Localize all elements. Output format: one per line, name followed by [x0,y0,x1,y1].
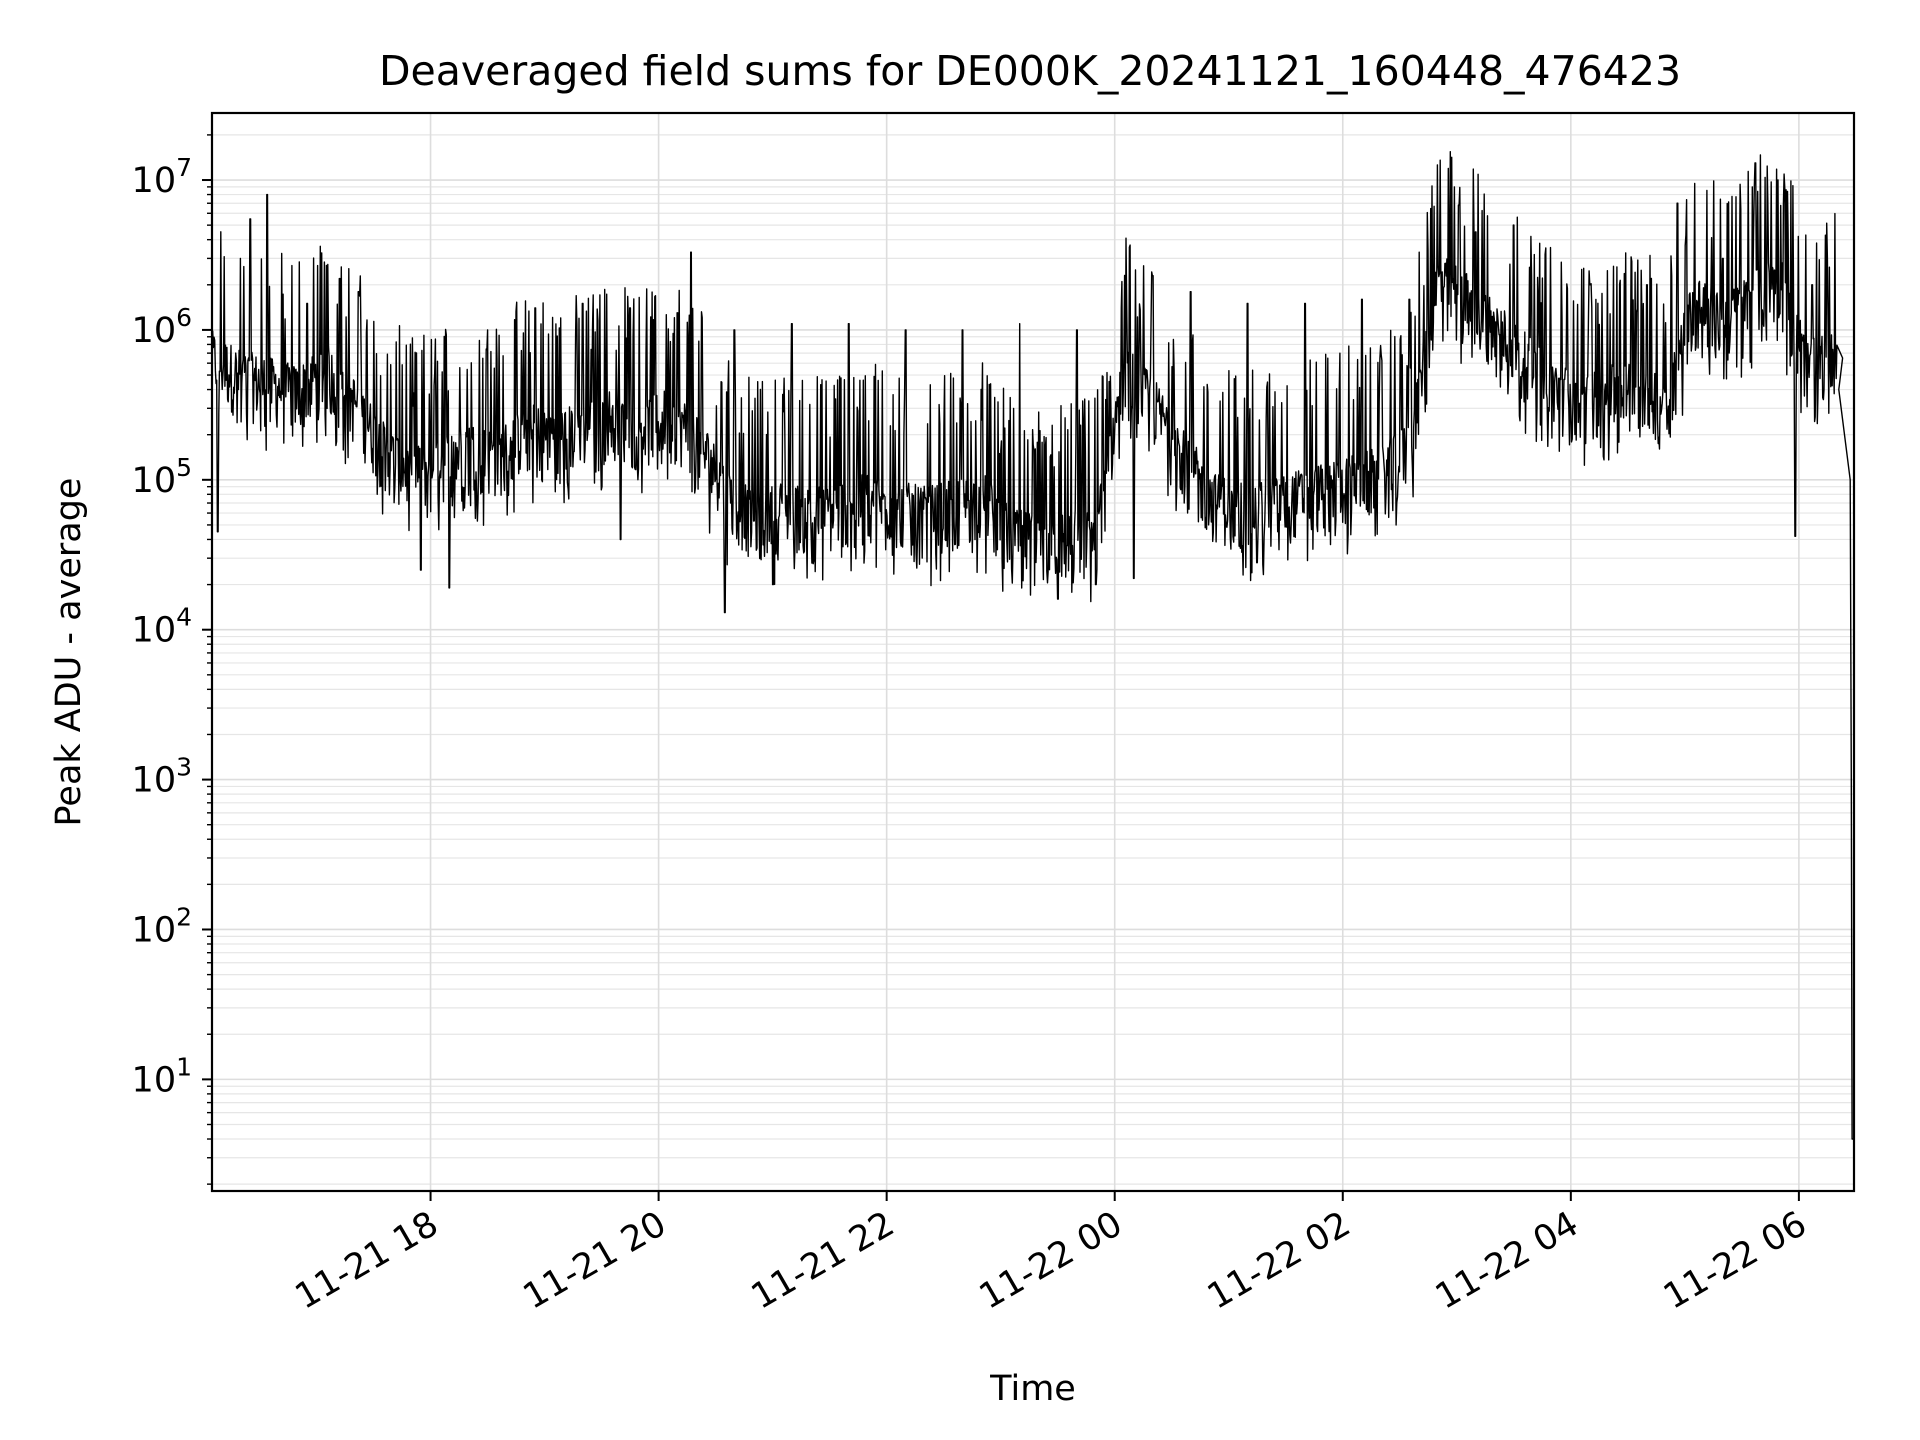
y-tick-label: 107 [132,153,192,201]
minor-grid [212,134,1854,1185]
y-tick-label: 105 [132,453,192,501]
y-tick-label: 104 [132,603,192,651]
x-axis-label: Time [989,1369,1076,1409]
axes-frame [210,111,1856,1193]
y-tick-label: 106 [132,303,192,351]
y-tick-label: 102 [132,902,192,950]
y-axis: 101 102 103 104 105 106 107 [132,134,212,1185]
y-tick-label: 101 [132,1052,192,1100]
y-axis-label: Peak ADU - average [49,478,89,827]
series-line [211,151,1854,1140]
chart-title: Deaveraged field sums for DE000K_2024112… [379,47,1681,95]
y-tick-label: 103 [132,753,192,801]
plot-area [210,111,1856,1193]
